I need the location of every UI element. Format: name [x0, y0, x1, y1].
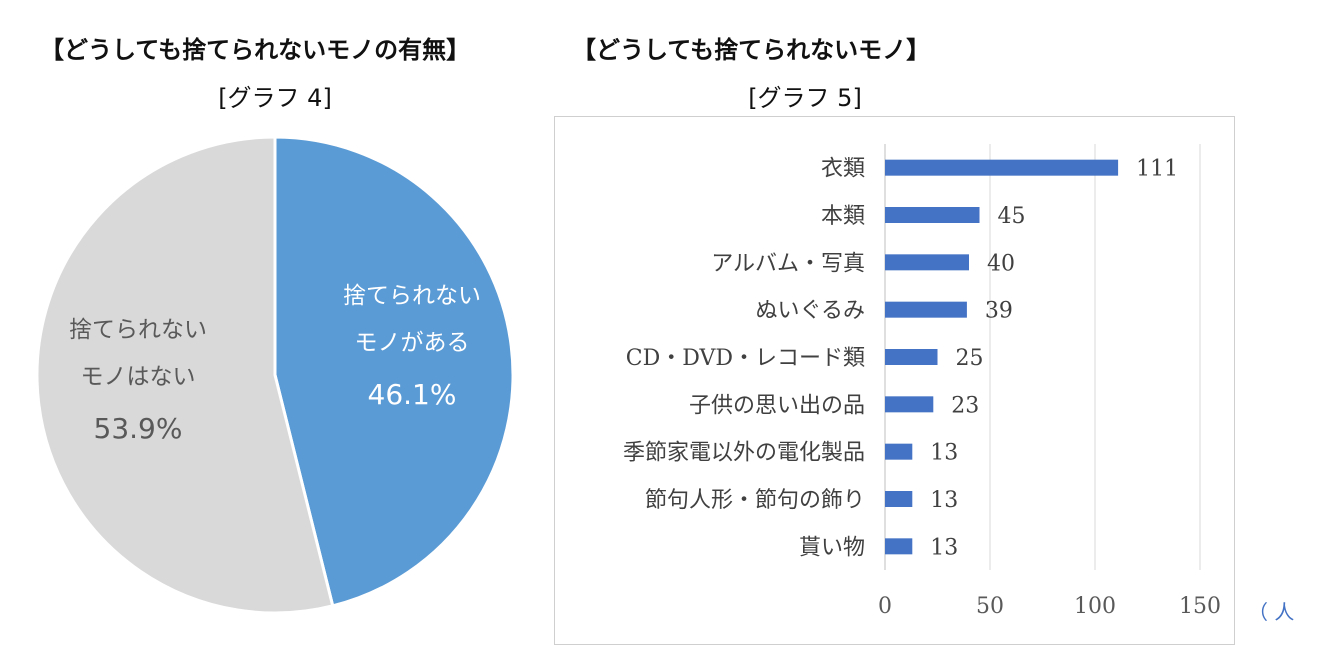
bar: [885, 349, 938, 365]
category-label: アルバム・写真: [711, 251, 865, 276]
pie-label-line2: モノがある: [355, 330, 470, 356]
category-label: ぬいぐるみ: [755, 299, 865, 324]
value-label: 40: [987, 251, 1015, 276]
bar: [885, 538, 913, 555]
x-tick-label: 150: [1179, 594, 1221, 619]
bar: [885, 396, 934, 413]
bar: [885, 254, 969, 271]
bar: [885, 443, 913, 460]
category-label: 衣類: [821, 157, 865, 182]
x-tick-label: 50: [976, 594, 1004, 619]
bar: [885, 159, 1119, 176]
bar-chart: 0 50 100 150 衣類 111 本類 45 アルバム・写真 40 ぬいぐるみ 39 CD・DVD…: [623, 144, 1221, 619]
category-label: 季節家電以外の電化製品: [623, 441, 865, 466]
graph4-title: 【どうしても捨てられないモノの有無】: [40, 36, 471, 64]
pie-value-label: 53.9%: [94, 412, 183, 445]
bar: [885, 207, 980, 223]
graph5-subtitle: [グラフ 5]: [748, 84, 862, 112]
pie-label-line1: 捨てられない: [343, 283, 481, 309]
value-label: 39: [985, 299, 1013, 324]
x-tick-label: 100: [1074, 594, 1116, 619]
value-label: 13: [930, 488, 958, 513]
category-label: 節句人形・節句の飾り: [645, 488, 865, 513]
pie-slice-1: [35, 135, 335, 615]
unit-label: （ 人: [1248, 600, 1295, 624]
value-label: 13: [930, 441, 958, 466]
value-label: 111: [1136, 157, 1178, 182]
category-label: 貰い物: [799, 535, 865, 560]
pie-label-line2: モノはない: [80, 364, 195, 390]
bar: [885, 491, 913, 507]
category-label: 本類: [821, 204, 865, 229]
value-label: 25: [956, 346, 984, 371]
bar: [885, 301, 967, 318]
pie-slice-0: [273, 135, 515, 608]
x-tick-label: 0: [878, 594, 892, 619]
value-label: 13: [930, 535, 958, 560]
graph5-title: 【どうしても捨てられないモノ】: [572, 36, 931, 64]
value-label: 45: [998, 204, 1026, 229]
category-label: 子供の思い出の品: [689, 393, 865, 418]
pie-value-label: 46.1%: [368, 378, 457, 411]
category-label: CD・DVD・レコード類: [626, 346, 865, 371]
value-label: 23: [951, 393, 979, 418]
graph4-subtitle: [グラフ 4]: [218, 84, 332, 112]
bar-chart-frame: [554, 116, 1235, 645]
pie-label-line1: 捨てられない: [69, 317, 207, 343]
